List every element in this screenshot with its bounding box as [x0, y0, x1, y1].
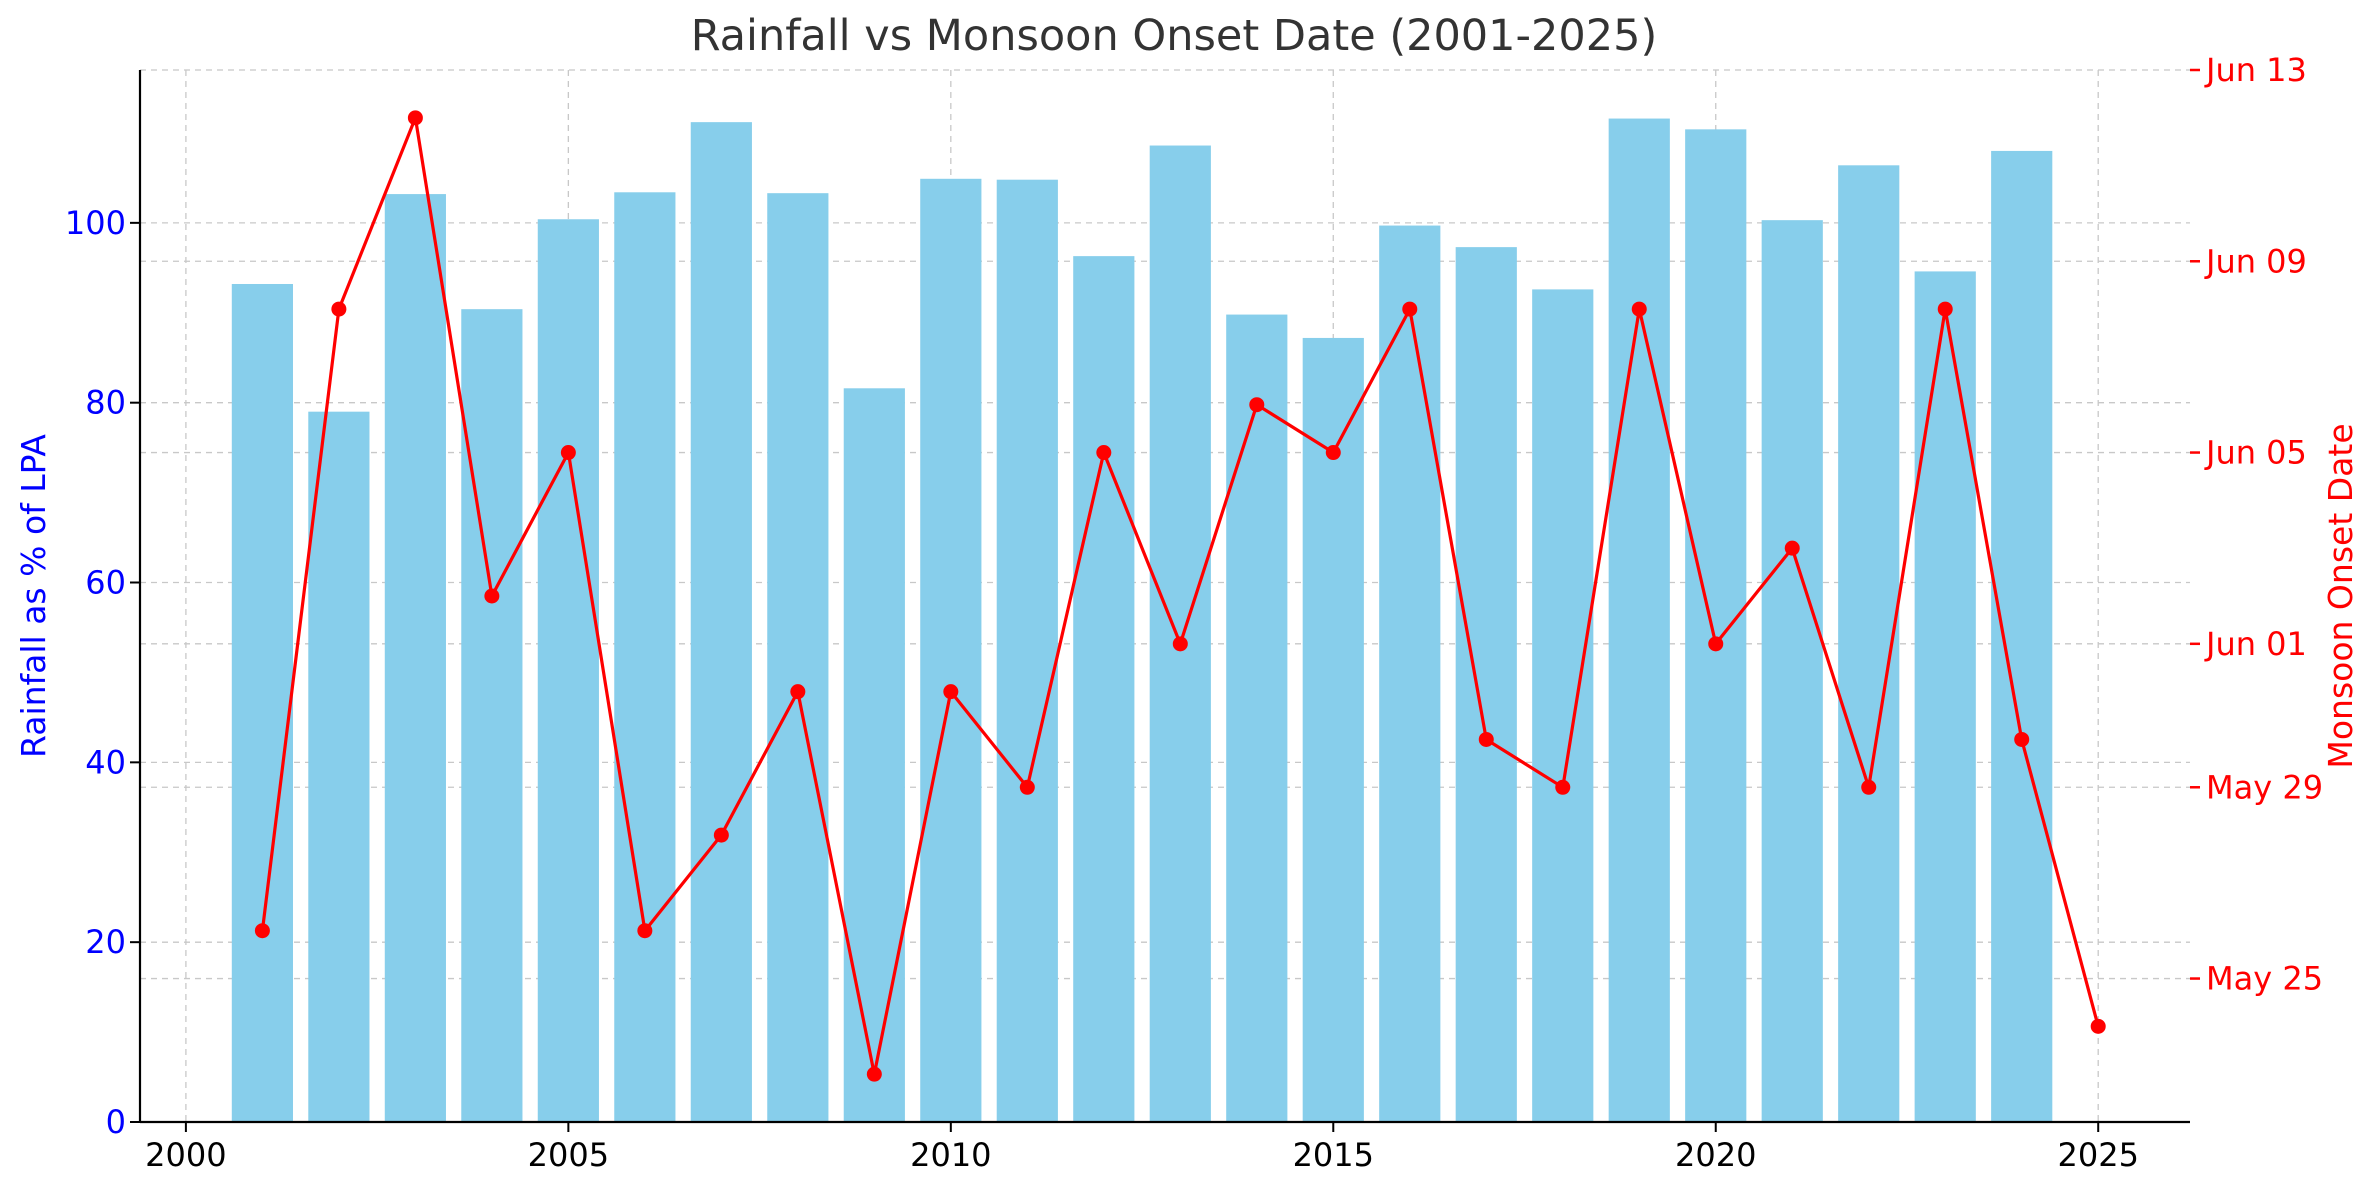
rainfall-bar: [767, 193, 829, 1122]
rainfall-bar: [1991, 150, 2053, 1122]
rainfall-bar: [843, 388, 905, 1122]
right-tick-label: May 29: [2206, 768, 2323, 806]
rainfall-bars: [231, 118, 2053, 1123]
onset-date-point: [1172, 636, 1188, 652]
rainfall-bar: [1608, 118, 1670, 1123]
right-tick-label: Jun 01: [2204, 625, 2307, 663]
rainfall-bar: [614, 192, 676, 1123]
onset-date-point: [1325, 445, 1341, 461]
onset-date-point: [1402, 301, 1418, 317]
rainfall-bar: [1914, 271, 1976, 1122]
onset-date-point: [254, 923, 270, 939]
onset-date-point: [560, 445, 576, 461]
onset-date-point: [484, 588, 500, 604]
x-tick-label: 2025: [2057, 1136, 2138, 1174]
rainfall-bar: [1379, 225, 1441, 1123]
left-axis-title: Rainfall as % of LPA: [14, 434, 53, 758]
rainfall-bar: [1455, 247, 1517, 1123]
onset-date-point: [2090, 1018, 2106, 1034]
right-tick-label: Jun 05: [2204, 434, 2307, 472]
rainfall-bar: [308, 411, 370, 1123]
x-tick-label: 2005: [528, 1136, 609, 1174]
chart-title: Rainfall vs Monsoon Onset Date (2001-202…: [691, 11, 1658, 61]
rainfall-bar: [1226, 314, 1288, 1123]
x-tick-label: 2020: [1675, 1136, 1756, 1174]
rainfall-bar: [1532, 289, 1594, 1122]
rainfall-bar: [1302, 337, 1364, 1122]
rainfall-bar: [996, 179, 1058, 1122]
right-tick-label: Jun 13: [2204, 51, 2307, 89]
onset-date-point: [2014, 731, 2030, 747]
onset-date-point: [407, 110, 423, 126]
left-tick-label: 100: [65, 204, 126, 242]
right-tick-label: May 25: [2206, 960, 2323, 998]
rainfall-bar: [537, 219, 599, 1122]
onset-date-point: [1631, 301, 1647, 317]
left-tick-label: 0: [106, 1103, 126, 1141]
x-tick-label: 2015: [1293, 1136, 1374, 1174]
x-tick-label: 2000: [145, 1136, 226, 1174]
rainfall-bar: [920, 178, 982, 1123]
x-tick-label: 2010: [910, 1136, 991, 1174]
left-tick-label: 60: [85, 564, 126, 602]
onset-date-point: [1861, 779, 1877, 795]
rainfall-bar: [1073, 256, 1135, 1123]
onset-date-line: [254, 110, 2106, 1082]
onset-date-point: [943, 684, 959, 700]
onset-date-point: [637, 923, 653, 939]
left-tick-label: 20: [85, 923, 126, 961]
axes: [138, 70, 2190, 1124]
onset-date-point: [713, 827, 729, 843]
right-tick-label: Jun 09: [2204, 242, 2307, 280]
onset-date-point: [1478, 731, 1494, 747]
rainfall-bar: [231, 283, 293, 1122]
left-tick-label: 40: [85, 743, 126, 781]
right-axis-title: Monsoon Onset Date: [2321, 423, 2360, 768]
rainfall-bar: [384, 194, 446, 1123]
rainfall-bar: [1685, 129, 1747, 1123]
onset-date-point: [1096, 445, 1112, 461]
rainfall-bar: [461, 309, 523, 1123]
rainfall-bar: [1149, 145, 1211, 1122]
x-axis-ticks: 2000 2005 2010 2015 2020 2025: [145, 1122, 2139, 1174]
rainfall-bar: [1838, 165, 1900, 1123]
left-tick-label: 80: [85, 384, 126, 422]
onset-date-point: [790, 684, 806, 700]
onset-date-point: [1249, 397, 1265, 413]
rainfall-bar: [690, 122, 752, 1122]
onset-date-point: [1708, 636, 1724, 652]
onset-date-point: [866, 1066, 882, 1082]
left-axis-ticks: 0 20 40 60 80 100: [65, 204, 140, 1141]
right-axis-ticks: May 25 May 29 Jun 01 Jun 05 Jun 09 Jun 13: [2190, 51, 2323, 998]
onset-date-point: [1937, 301, 1953, 317]
onset-date-point: [1019, 779, 1035, 795]
rainfall-bar: [1761, 220, 1823, 1122]
onset-date-point: [331, 301, 347, 317]
onset-date-point: [1555, 779, 1571, 795]
onset-date-point: [1784, 540, 1800, 556]
